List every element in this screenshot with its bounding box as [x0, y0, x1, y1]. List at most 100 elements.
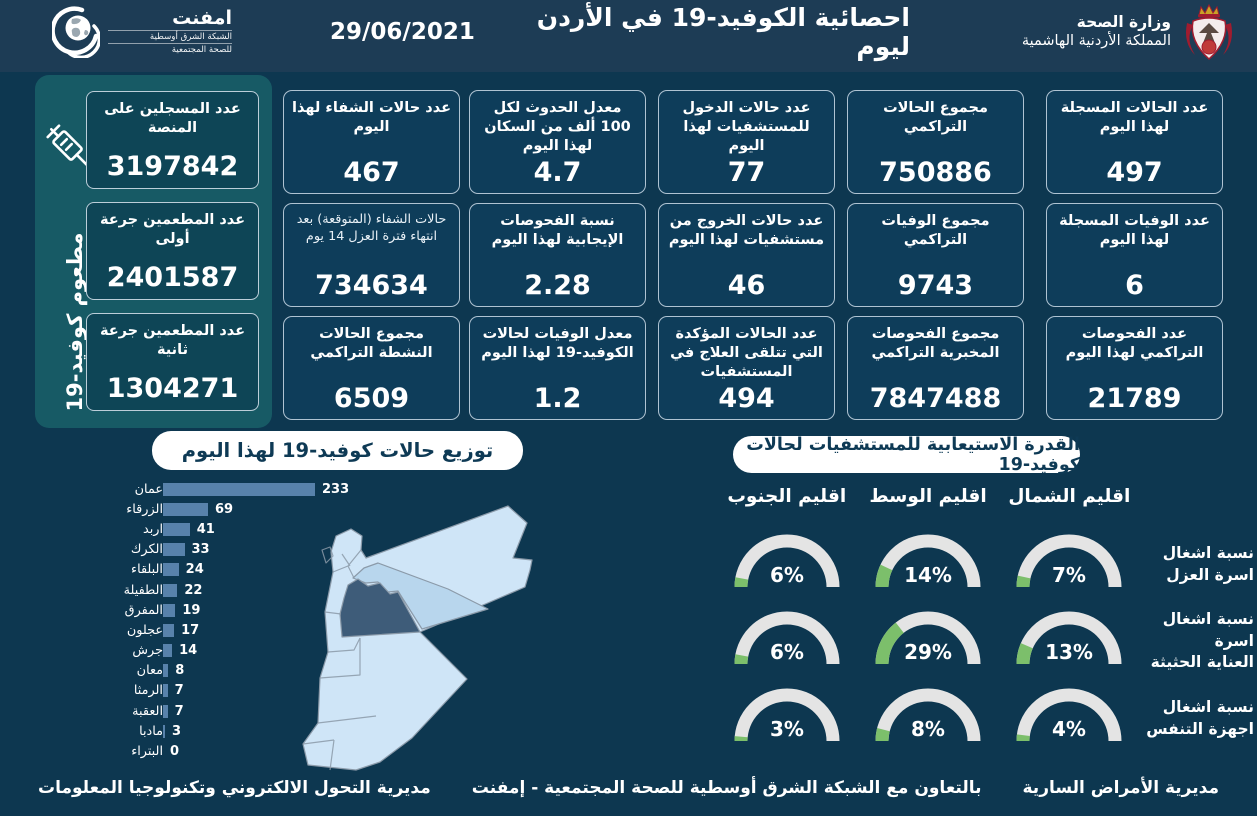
- bar-category-label: الزرقاء: [126, 501, 163, 517]
- bar-value-label: 233: [322, 481, 350, 497]
- gauge: 14%: [857, 526, 998, 603]
- bar: [163, 664, 169, 678]
- gauge-metric-line: نسبة اشغال: [1162, 543, 1254, 562]
- gauge-metric-line: اسرة العزل: [1166, 565, 1254, 584]
- stat-card: مجموع الحالات التراكمي 750886: [847, 90, 1024, 194]
- bar-chart-row: معان 8: [95, 661, 435, 681]
- report-date: 29/06/2021: [330, 19, 475, 45]
- bar: [163, 482, 315, 496]
- bar-chart: عمان 233 الزرقاء 69 اربد 41 الكرك 33 البلقاء 24 ال…: [95, 479, 435, 762]
- bar-value-label: 69: [215, 501, 234, 517]
- gauge-fill-arc: [875, 622, 905, 665]
- stat-card: عدد حالات الشفاء لهذا اليوم 467: [283, 90, 460, 194]
- stat-card: عدد الوفيات المسجلة لهذا اليوم 6: [1046, 203, 1223, 307]
- emphnet-line1: الشبكة الشرق أوسطية: [108, 29, 232, 42]
- gauge-dial: 7%: [1016, 534, 1122, 588]
- gauge-fill-arc: [875, 564, 893, 588]
- gauge-dial: 13%: [1016, 611, 1122, 665]
- stat-card: معدل الحدوث لكل 100 ألف من السكان لهذا ا…: [469, 90, 646, 194]
- stat-card-label: معدل الوفيات لحالات الكوفيد-19 لهذا اليو…: [481, 326, 634, 361]
- bar-category-label: عمان: [134, 481, 163, 497]
- gauge-fill-arc: [1016, 575, 1031, 588]
- bar: [163, 603, 176, 617]
- bar-chart-row: الرمثا 7: [95, 681, 435, 701]
- stat-card: عدد الحالات المؤكدة التي تتلقى العلاج في…: [658, 316, 835, 420]
- gauge-dial: 4%: [1016, 688, 1122, 742]
- bar-value-label: 0: [170, 744, 180, 760]
- bar-value-label: 17: [181, 622, 200, 638]
- gauge-region-header: اقليم الجنوب: [727, 486, 847, 507]
- gauge-metric-line: العناية الحثيثة: [1150, 653, 1254, 672]
- gauge-metric-label: نسبة اشغال اجهزة التنفس: [1146, 680, 1254, 757]
- stat-card: عدد الفحوصات التراكمي لهذا اليوم 21789: [1046, 316, 1223, 420]
- bar-category-label: الكرك: [130, 542, 163, 558]
- bar-value-label: 8: [175, 663, 185, 679]
- bar: [163, 502, 208, 516]
- bar-category-label: مادبا: [139, 723, 163, 739]
- ministry-line2: المملكة الأردنية الهاشمية: [1021, 33, 1171, 49]
- bar-chart-title-pill: توزيع حالات كوفيد-19 لهذا اليوم: [152, 431, 523, 470]
- stat-card-value: 46: [727, 270, 766, 301]
- stat-card-label: عدد حالات الشفاء لهذا اليوم: [292, 100, 451, 135]
- bar-value-label: 7: [174, 683, 184, 699]
- stat-card-label: معدل الحدوث لكل 100 ألف من السكان لهذا ا…: [484, 100, 631, 154]
- stat-card-value: 77: [727, 157, 766, 188]
- bar-category-label: الطفيلة: [123, 582, 163, 598]
- stat-card: نسبة الفحوصات الإيجابية لهذا اليوم 2.28: [469, 203, 646, 307]
- stat-card-value: 2.28: [524, 270, 591, 301]
- stat-card-label: عدد حالات الخروج من مستشفيات لهذا اليوم: [668, 213, 825, 248]
- bar-category-label: معان: [136, 663, 163, 679]
- vaccine-card-label: عدد المطعمين جرعة ثانية: [99, 323, 246, 358]
- stat-card-label: عدد الوفيات المسجلة لهذا اليوم: [1059, 213, 1210, 248]
- gauge-dial: 14%: [875, 534, 981, 588]
- map-region-amman: [339, 578, 421, 638]
- gauge-percentage-label: 7%: [1052, 563, 1086, 587]
- bar: [163, 543, 185, 557]
- bar-value-label: 14: [179, 643, 198, 659]
- gauge-dial: 29%: [875, 611, 981, 665]
- gauge: 7%: [999, 526, 1140, 603]
- bar-chart-row: البتراء 0: [95, 741, 435, 761]
- gauge-region-header: اقليم الوسط: [869, 486, 987, 507]
- bar-category-label: جرش: [132, 643, 163, 659]
- gauge: 3%: [716, 680, 857, 757]
- stat-card-value: 6: [1125, 270, 1144, 301]
- bar-chart-row: الكرك 33: [95, 540, 435, 560]
- vaccination-panel: مطعوم كوفيد-19 عدد المسجلين على المنصة 31…: [35, 75, 272, 428]
- title-group: احصائية الكوفيد-19 في الأردن ليوم 29/06/…: [330, 0, 910, 64]
- bar-chart-row: اربد 41: [95, 519, 435, 539]
- stat-card: حالات الشفاء (المتوقعة) بعد انتهاء فترة …: [283, 203, 460, 307]
- bar: [163, 563, 179, 577]
- bar-value-label: 22: [184, 582, 203, 598]
- bar-category-label: اربد: [142, 521, 163, 537]
- vaccine-card: عدد المطعمين جرعة ثانية 1304271: [86, 313, 259, 411]
- bar: [163, 724, 165, 738]
- vaccine-card: عدد المسجلين على المنصة 3197842: [86, 91, 259, 189]
- stat-card: عدد الحالات المسجلة لهذا اليوم 497: [1046, 90, 1223, 194]
- gauge-percentage-label: 29%: [904, 640, 952, 664]
- stat-card-label: مجموع الحالات النشطة التراكمي: [310, 326, 433, 361]
- bar-value-label: 24: [185, 562, 204, 578]
- stat-card: معدل الوفيات لحالات الكوفيد-19 لهذا اليو…: [469, 316, 646, 420]
- stat-card-value: 9743: [897, 270, 974, 301]
- footer-center: بالتعاون مع الشبكة الشرق أوسطية للصحة ال…: [471, 778, 982, 798]
- footer-right: مديرية الأمراض السارية: [1022, 778, 1220, 798]
- bar: [163, 684, 168, 698]
- bar-value-label: 7: [174, 703, 184, 719]
- stat-card: مجموع الفحوصات المخبرية التراكمي 7847488: [847, 316, 1024, 420]
- gauge: 4%: [999, 680, 1140, 757]
- stat-card: مجموع الحالات النشطة التراكمي 6509: [283, 316, 460, 420]
- gauge-percentage-label: 6%: [770, 640, 804, 664]
- gauge-row-labels: نسبة اشغال اسرة العزل نسبة اشغال اسرة العنا…: [1146, 526, 1254, 757]
- vaccine-cards: عدد المسجلين على المنصة 3197842 عدد المطعم…: [86, 91, 259, 411]
- bar-category-label: عجلون: [126, 622, 163, 638]
- stat-card-label: مجموع الحالات التراكمي: [883, 100, 988, 135]
- emphnet-text: امفنت الشبكة الشرق أوسطية للصحة المجتمعي…: [108, 8, 232, 55]
- bar-chart-row: مادبا 3: [95, 721, 435, 741]
- emphnet-globe-icon: [52, 6, 100, 58]
- stat-card-value: 750886: [879, 157, 992, 188]
- stat-card-value: 1.2: [533, 383, 582, 414]
- gauge-dial: 3%: [734, 688, 840, 742]
- stat-card-label: عدد الحالات المسجلة لهذا اليوم: [1060, 100, 1209, 135]
